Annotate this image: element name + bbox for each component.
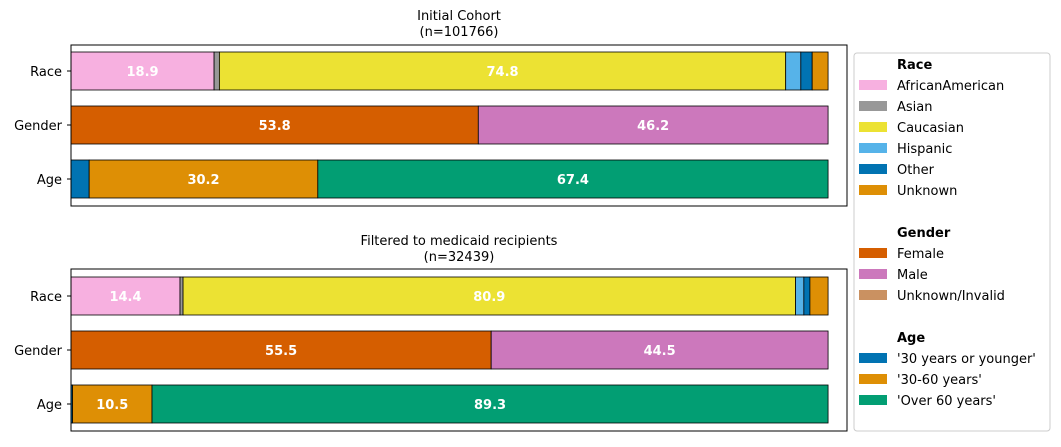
legend-swatch: [859, 290, 887, 300]
data-label: 46.2: [637, 119, 669, 134]
chart-panel-1: Initial Cohort(n=101766) 18.9 74.8 Race 53.8…: [14, 9, 848, 207]
axes-frame: [70, 268, 848, 432]
bar-segment: [800, 51, 813, 91]
data-label: 53.8: [259, 119, 291, 134]
legend-group-title: Gender: [897, 226, 951, 241]
chart-subtitle: (n=32439): [424, 250, 495, 265]
axes-frame: [70, 44, 848, 207]
y-tick-label: Age: [37, 398, 62, 413]
bar-segment: [477, 105, 829, 145]
data-label: 30.2: [187, 173, 219, 188]
legend-item-label: '30-60 years': [897, 373, 982, 388]
bar-segment: [70, 105, 479, 145]
bar-segment: [70, 330, 492, 370]
bar-segment: [785, 51, 802, 91]
legend-item-label: Unknown/Invalid: [897, 289, 1005, 304]
chart-subtitle: (n=101766): [420, 25, 499, 40]
legend-item-label: 'Over 60 years': [897, 394, 996, 409]
data-label: 10.5: [96, 398, 128, 413]
legend-swatch: [859, 395, 887, 405]
legend-group-title: Age: [897, 331, 925, 346]
bar-segment: [72, 384, 153, 424]
legend-item-label: Other: [897, 163, 935, 178]
legend-swatch: [859, 374, 887, 384]
bar-segment: [803, 276, 811, 316]
legend-box: [853, 52, 1051, 432]
data-label: 18.9: [127, 65, 159, 80]
bar-segment: [811, 51, 829, 91]
data-label: 74.8: [486, 65, 518, 80]
legend-item-label: Asian: [897, 100, 932, 115]
bar-segment: [70, 159, 90, 199]
data-label: 89.3: [474, 398, 506, 413]
bar-segment: [795, 276, 805, 316]
legend-item-label: AfricanAmerican: [897, 79, 1004, 94]
legend-swatch: [859, 122, 887, 132]
y-tick-label: Race: [30, 65, 62, 80]
data-label: 67.4: [557, 173, 589, 188]
y-tick-label: Gender: [14, 119, 63, 134]
legend-swatch: [859, 353, 887, 363]
data-label: 55.5: [265, 344, 297, 359]
legend-swatch: [859, 248, 887, 258]
data-label: 80.9: [473, 290, 505, 305]
legend-item-label: Female: [897, 247, 944, 262]
bar-segment: [317, 159, 829, 199]
data-label: 44.5: [644, 344, 676, 359]
chart-title: Initial Cohort: [417, 9, 501, 24]
bar-segment: [151, 384, 829, 424]
legend-swatch: [859, 185, 887, 195]
legend-swatch: [859, 269, 887, 279]
y-tick-label: Gender: [14, 344, 63, 359]
bar-segment: [213, 51, 220, 91]
chart-panel-2: Filtered to medicaid recipients(n=32439)…: [14, 234, 848, 432]
y-tick-label: Race: [30, 290, 62, 305]
legend-swatch: [859, 101, 887, 111]
legend-item-label: Hispanic: [897, 142, 952, 157]
chart-title: Filtered to medicaid recipients: [361, 234, 558, 249]
data-label: 14.4: [109, 290, 141, 305]
legend-item-label: Male: [897, 268, 928, 283]
y-tick-label: Age: [37, 173, 62, 188]
legend-swatch: [859, 143, 887, 153]
bar-segment: [218, 51, 787, 91]
legend: Race AfricanAmerican Asian Caucasian Hispani…: [853, 52, 1051, 432]
legend-item-label: Caucasian: [897, 121, 964, 136]
bar-segment: [179, 276, 184, 316]
bar-segment: [490, 330, 829, 370]
legend-swatch: [859, 80, 887, 90]
legend-item-label: '30 years or younger': [897, 352, 1036, 367]
legend-swatch: [859, 164, 887, 174]
legend-group-title: Race: [897, 58, 932, 73]
legend-item-label: Unknown: [897, 184, 957, 199]
bar-segment: [809, 276, 829, 316]
bar-segment: [70, 51, 215, 91]
bar-segment: [182, 276, 796, 316]
